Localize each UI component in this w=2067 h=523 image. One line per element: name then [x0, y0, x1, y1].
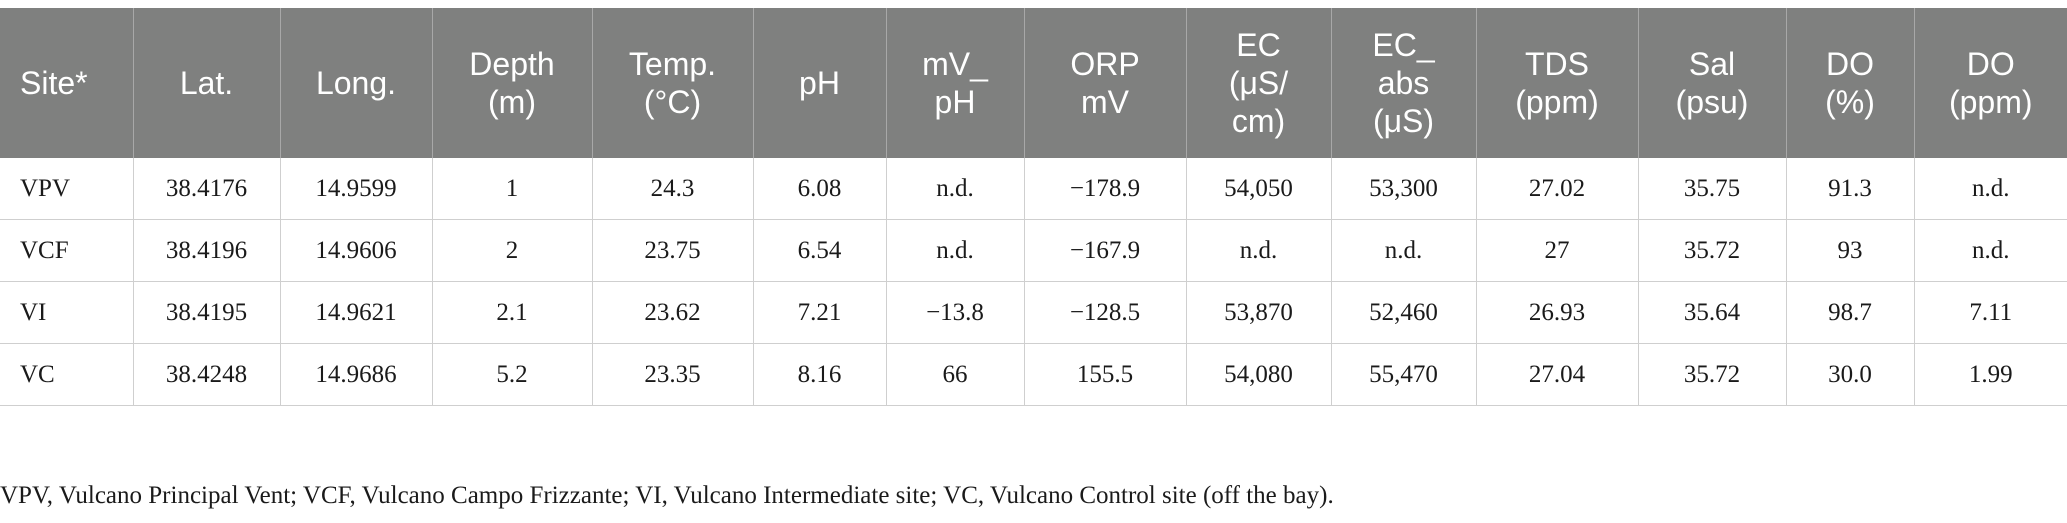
table-cell: n.d.	[886, 219, 1025, 282]
column-header: Depth (m)	[432, 8, 593, 158]
table-cell: 14.9686	[280, 343, 433, 406]
data-table-container: Site* Lat. Long. Depth (m) Temp. (°C) pH mV_ p…	[0, 8, 2067, 406]
column-header: EC (μS/ cm)	[1186, 8, 1332, 158]
table-cell: 5.2	[432, 343, 593, 406]
table-cell: 8.16	[753, 343, 887, 406]
site-cell: VI	[0, 281, 134, 344]
column-header: EC_ abs (μS)	[1331, 8, 1477, 158]
table-row: VI 38.4195 14.9621 2.1 23.62 7.21 −13.8 −128.5 5…	[0, 281, 2067, 344]
site-cell: VCF	[0, 219, 134, 282]
table-cell: n.d.	[886, 158, 1025, 220]
table-cell: 14.9606	[280, 219, 433, 282]
table-cell: n.d.	[1331, 219, 1477, 282]
column-header: Lat.	[133, 8, 281, 158]
column-header: pH	[753, 8, 887, 158]
table-footnote: VPV, Vulcano Principal Vent; VCF, Vulcan…	[0, 482, 1334, 509]
table-cell: 23.75	[592, 219, 754, 282]
table-cell: 35.72	[1638, 343, 1787, 406]
table-cell: 53,870	[1186, 281, 1332, 344]
table-cell: 35.72	[1638, 219, 1787, 282]
column-header: ORP mV	[1024, 8, 1187, 158]
table-cell: 38.4195	[133, 281, 281, 344]
table-cell: −167.9	[1024, 219, 1187, 282]
column-header: DO (%)	[1786, 8, 1915, 158]
table-body: VPV 38.4176 14.9599 1 24.3 6.08 n.d. −178.9 54,0…	[0, 158, 2067, 406]
table-cell: 27	[1476, 219, 1639, 282]
table-cell: n.d.	[1914, 158, 2067, 220]
table-cell: 38.4176	[133, 158, 281, 220]
column-header: DO (ppm)	[1914, 8, 2067, 158]
table-cell: 7.11	[1914, 281, 2067, 344]
table-row: VCF 38.4196 14.9606 2 23.75 6.54 n.d. −167.9 n.d…	[0, 219, 2067, 282]
table-header: Site* Lat. Long. Depth (m) Temp. (°C) pH mV_ p…	[0, 8, 2067, 158]
column-header: Long.	[280, 8, 433, 158]
column-header: Sal (psu)	[1638, 8, 1787, 158]
table-cell: 35.75	[1638, 158, 1787, 220]
table-cell: n.d.	[1914, 219, 2067, 282]
table-cell: 26.93	[1476, 281, 1639, 344]
table-cell: 155.5	[1024, 343, 1187, 406]
table-cell: n.d.	[1186, 219, 1332, 282]
table-cell: 91.3	[1786, 158, 1915, 220]
table-cell: 54,050	[1186, 158, 1332, 220]
table-cell: 23.62	[592, 281, 754, 344]
table-cell: −13.8	[886, 281, 1025, 344]
table-cell: −178.9	[1024, 158, 1187, 220]
column-header: Temp. (°C)	[592, 8, 754, 158]
water-parameters-table: Site* Lat. Long. Depth (m) Temp. (°C) pH mV_ p…	[0, 8, 2067, 406]
table-cell: 35.64	[1638, 281, 1787, 344]
table-cell: 93	[1786, 219, 1915, 282]
table-cell: 53,300	[1331, 158, 1477, 220]
table-cell: 6.08	[753, 158, 887, 220]
site-cell: VC	[0, 343, 134, 406]
table-cell: 1	[432, 158, 593, 220]
column-header: TDS (ppm)	[1476, 8, 1639, 158]
table-cell: 38.4248	[133, 343, 281, 406]
table-cell: 7.21	[753, 281, 887, 344]
table-cell: 38.4196	[133, 219, 281, 282]
header-row: Site* Lat. Long. Depth (m) Temp. (°C) pH mV_ p…	[0, 8, 2067, 158]
table-cell: 6.54	[753, 219, 887, 282]
table-cell: 14.9621	[280, 281, 433, 344]
column-header: Site*	[0, 8, 134, 158]
table-cell: 23.35	[592, 343, 754, 406]
table-cell: 66	[886, 343, 1025, 406]
table-cell: −128.5	[1024, 281, 1187, 344]
table-row: VPV 38.4176 14.9599 1 24.3 6.08 n.d. −178.9 54,0…	[0, 158, 2067, 220]
table-cell: 2.1	[432, 281, 593, 344]
table-cell: 14.9599	[280, 158, 433, 220]
table-cell: 54,080	[1186, 343, 1332, 406]
column-header: mV_ pH	[886, 8, 1025, 158]
table-cell: 27.02	[1476, 158, 1639, 220]
table-cell: 2	[432, 219, 593, 282]
table-cell: 1.99	[1914, 343, 2067, 406]
site-cell: VPV	[0, 158, 134, 220]
table-cell: 52,460	[1331, 281, 1477, 344]
table-cell: 55,470	[1331, 343, 1477, 406]
table-cell: 24.3	[592, 158, 754, 220]
table-row: VC 38.4248 14.9686 5.2 23.35 8.16 66 155.5 54,08…	[0, 343, 2067, 406]
table-cell: 30.0	[1786, 343, 1915, 406]
table-cell: 98.7	[1786, 281, 1915, 344]
table-cell: 27.04	[1476, 343, 1639, 406]
